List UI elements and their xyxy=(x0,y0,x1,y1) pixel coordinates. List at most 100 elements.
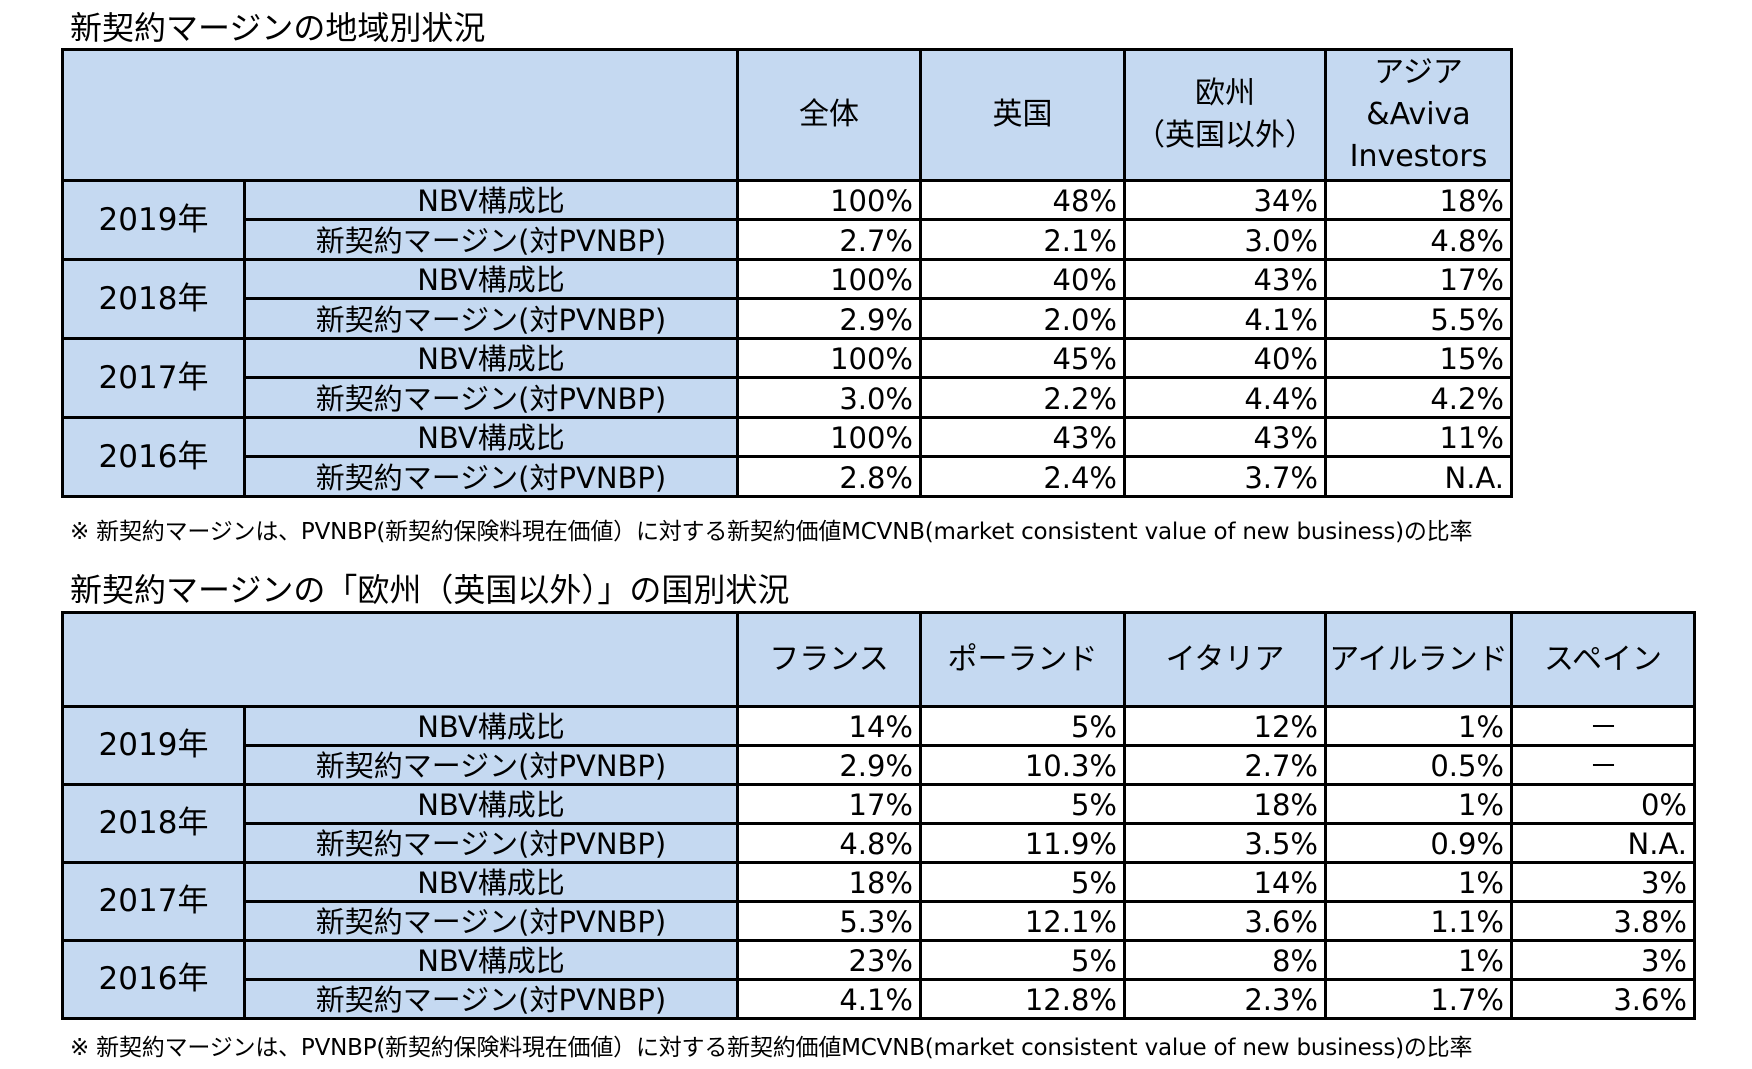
table1-title: 新契約マージンの地域別状況 xyxy=(70,9,486,47)
margin-value-cell: N.A. xyxy=(1510,822,1696,864)
column-header-label: アイルランド xyxy=(1329,641,1508,677)
year-cell: 2018年 xyxy=(61,258,246,340)
nbv-value-cell: 1% xyxy=(1324,783,1513,825)
header-blank-cell xyxy=(61,48,739,182)
column-header-label: 欧州 （英国以外） xyxy=(1135,76,1315,153)
column-header: フランス xyxy=(736,611,922,708)
margin-value-cell: 11.9% xyxy=(919,822,1126,864)
margin-value-cell: 4.1% xyxy=(1123,297,1327,340)
nbv-value-cell: 1% xyxy=(1324,939,1513,981)
table-row: 新契約マージン(対PVNBP) 5.3% 12.1% 3.6% 1.1% 3.8% xyxy=(63,900,1696,942)
margin-value-cell: － xyxy=(1510,744,1696,786)
margin-value-cell: 3.7% xyxy=(1123,455,1327,498)
nbv-value-cell: 3% xyxy=(1510,861,1696,903)
column-header-label: 英国 xyxy=(992,97,1053,132)
margin-value-cell: 3.6% xyxy=(1510,978,1696,1020)
table-row: 新契約マージン(対PVNBP) 4.8% 11.9% 3.5% 0.9% N.A. xyxy=(63,822,1696,864)
margin-value-cell: 2.4% xyxy=(919,455,1126,498)
nbv-label-cell: NBV構成比 xyxy=(243,783,739,825)
nbv-value-cell: 40% xyxy=(919,258,1126,300)
nbv-value-cell: 12% xyxy=(1123,705,1327,747)
margin-value-cell: 1.7% xyxy=(1324,978,1513,1020)
nbv-value-cell: 17% xyxy=(736,783,922,825)
table-row: 2017年 NBV構成比 100% 45% 40% 15% xyxy=(61,337,1513,419)
nbv-value-cell: 18% xyxy=(1123,783,1327,825)
nbv-label-cell: NBV構成比 xyxy=(243,258,739,300)
nbv-value-cell: 5% xyxy=(919,705,1126,747)
margin-value-cell: 2.2% xyxy=(919,376,1126,419)
nbv-value-cell: 11% xyxy=(1324,416,1513,458)
margin-value-cell: 4.4% xyxy=(1123,376,1327,419)
margin-value-cell: 0.5% xyxy=(1324,744,1513,786)
margin-label-cell: 新契約マージン(対PVNBP) xyxy=(243,822,739,864)
margin-label-cell: 新契約マージン(対PVNBP) xyxy=(243,376,739,419)
margin-value-cell: 4.2% xyxy=(1324,376,1513,419)
column-header-label: フランス xyxy=(769,641,889,677)
table-row: 2016年 NBV構成比 100% 43% 43% 11% xyxy=(61,416,1513,498)
nbv-value-cell: 14% xyxy=(1123,861,1327,903)
year-cell: 2016年 xyxy=(61,939,246,1020)
margin-value-cell: 1.1% xyxy=(1324,900,1513,942)
year-cell: 2019年 xyxy=(61,705,246,786)
nbv-value-cell: 43% xyxy=(919,416,1126,458)
nbv-value-cell: 15% xyxy=(1324,337,1513,379)
margin-label-cell: 新契約マージン(対PVNBP) xyxy=(243,744,739,786)
margin-value-cell: 2.8% xyxy=(736,455,922,498)
nbv-value-cell: 1% xyxy=(1324,861,1513,903)
nbv-label-cell: NBV構成比 xyxy=(243,939,739,981)
nbv-value-cell: 18% xyxy=(1324,179,1513,221)
header-blank-cell xyxy=(61,611,739,708)
column-header-label: アジア &Aviva Investors xyxy=(1349,55,1488,174)
year-cell: 2017年 xyxy=(61,337,246,419)
nbv-label-cell: NBV構成比 xyxy=(243,179,739,221)
nbv-value-cell: 100% xyxy=(736,416,922,458)
country-margin-table: フランス ポーランド イタリア アイルランド スペイン 2019年 NBV構成比 14% 5% 1… xyxy=(61,611,1696,1020)
table1-footnote: ※ 新契約マージンは、PVNBP(新契約保険料現在価値）に対する新契約価値MCV… xyxy=(70,519,1473,545)
regional-margin-table: 全体 英国 欧州 （英国以外） アジア &Aviva Investors 2019年 NB… xyxy=(61,48,1513,498)
header-row: 全体 英国 欧州 （英国以外） アジア &Aviva Investors xyxy=(61,48,1513,182)
column-header: アイルランド xyxy=(1324,611,1513,708)
column-header: スペイン xyxy=(1510,611,1696,708)
table-row: 2019年 NBV構成比 100% 48% 34% 18% xyxy=(61,179,1513,261)
year-cell: 2017年 xyxy=(61,861,246,942)
nbv-value-cell: 34% xyxy=(1123,179,1327,221)
year-cell: 2019年 xyxy=(61,179,246,261)
margin-value-cell: 4.8% xyxy=(1324,218,1513,261)
year-cell: 2018年 xyxy=(61,783,246,864)
table-row: 2016年 NBV構成比 23% 5% 8% 1% 3% xyxy=(61,939,1696,1020)
table-row: 新契約マージン(対PVNBP) 2.7% 2.1% 3.0% 4.8% xyxy=(63,218,1513,261)
margin-value-cell: 12.1% xyxy=(919,900,1126,942)
margin-value-cell: 3.6% xyxy=(1123,900,1327,942)
margin-label-cell: 新契約マージン(対PVNBP) xyxy=(243,455,739,498)
nbv-value-cell: 5% xyxy=(919,783,1126,825)
table-row: 新契約マージン(対PVNBP) 3.0% 2.2% 4.4% 4.2% xyxy=(63,376,1513,419)
nbv-value-cell: 100% xyxy=(736,179,922,221)
nbv-label-cell: NBV構成比 xyxy=(243,416,739,458)
table-row: 新契約マージン(対PVNBP) 2.9% 10.3% 2.7% 0.5% － xyxy=(63,744,1696,786)
nbv-value-cell: 17% xyxy=(1324,258,1513,300)
margin-label-cell: 新契約マージン(対PVNBP) xyxy=(243,978,739,1020)
table-row: 2018年 NBV構成比 100% 40% 43% 17% xyxy=(61,258,1513,340)
table2-title: 新契約マージンの「欧州（英国以外）」の国別状況 xyxy=(70,571,790,609)
margin-value-cell: 4.1% xyxy=(736,978,922,1020)
table-row: 新契約マージン(対PVNBP) 2.8% 2.4% 3.7% N.A. xyxy=(63,455,1513,498)
nbv-value-cell: 0% xyxy=(1510,783,1696,825)
nbv-value-cell: 23% xyxy=(736,939,922,981)
nbv-value-cell: 14% xyxy=(736,705,922,747)
margin-label-cell: 新契約マージン(対PVNBP) xyxy=(243,900,739,942)
margin-value-cell: 2.9% xyxy=(736,297,922,340)
margin-value-cell: 2.7% xyxy=(1123,744,1327,786)
nbv-label-cell: NBV構成比 xyxy=(243,337,739,379)
nbv-label-cell: NBV構成比 xyxy=(243,861,739,903)
margin-value-cell: 3.0% xyxy=(1123,218,1327,261)
column-header-label: イタリア xyxy=(1165,641,1285,677)
nbv-value-cell: 3% xyxy=(1510,939,1696,981)
column-header-label: ポーランド xyxy=(947,641,1098,677)
nbv-value-cell: － xyxy=(1510,705,1696,747)
nbv-value-cell: 100% xyxy=(736,337,922,379)
margin-value-cell: N.A. xyxy=(1324,455,1513,498)
nbv-value-cell: 5% xyxy=(919,861,1126,903)
margin-value-cell: 2.9% xyxy=(736,744,922,786)
column-header: アジア &Aviva Investors xyxy=(1324,48,1513,182)
margin-value-cell: 5.3% xyxy=(736,900,922,942)
